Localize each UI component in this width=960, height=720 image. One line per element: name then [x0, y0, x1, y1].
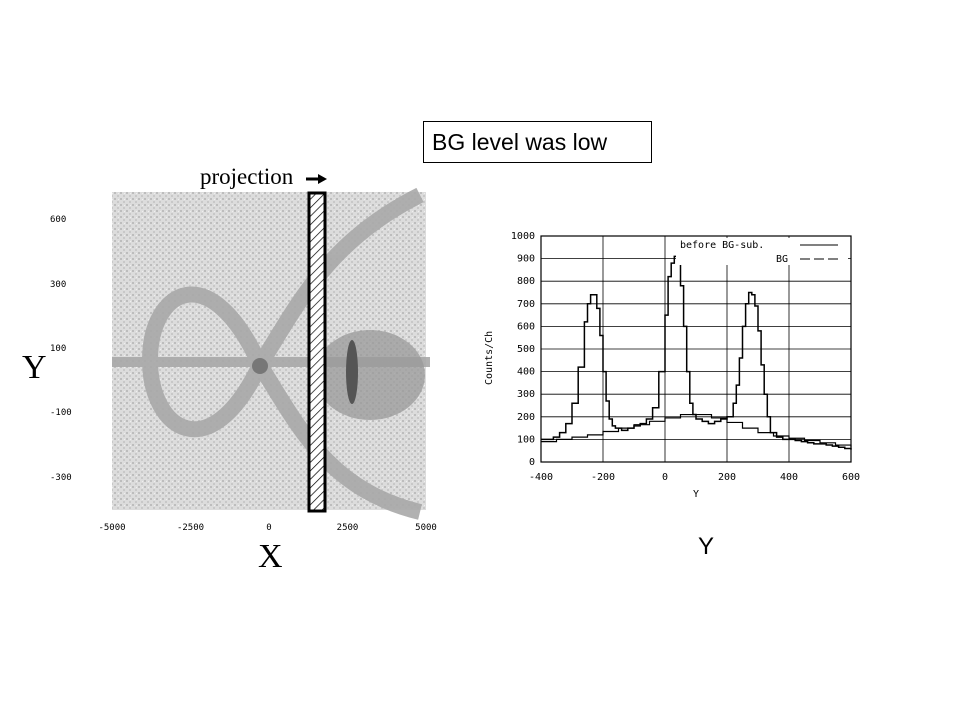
left-y-tick-label: -100 — [50, 408, 72, 418]
series-before-bg-sub-line — [541, 255, 852, 450]
y-tick-label: 1000 — [511, 231, 535, 242]
left-y-axis-label: Y — [22, 349, 47, 386]
left-x-ticks: -5000 -2500 0 2500 5000 — [98, 523, 436, 533]
left-x-axis-label: X — [258, 538, 283, 575]
x-tick-label: 600 — [842, 472, 860, 483]
x-tick-label: -200 — [591, 472, 615, 483]
y-tick-label: 100 — [517, 434, 535, 445]
bottom-axis-label: Y — [698, 533, 715, 560]
x-tick-label: 200 — [718, 472, 736, 483]
left-x-tick-label: 2500 — [337, 523, 359, 533]
y-tick-label: 900 — [517, 254, 535, 265]
left-y-tick-label: -300 — [50, 473, 72, 483]
y-tick-label: 500 — [517, 344, 535, 355]
y-tick-label: 200 — [517, 412, 535, 423]
legend-label-bg: BG — [776, 254, 788, 265]
left-y-tick-label: 600 — [50, 215, 66, 225]
x-tick-label: -400 — [529, 472, 553, 483]
line-chart-y-axis-label: Counts/Ch — [484, 331, 495, 385]
left-x-tick-label: 0 — [266, 523, 271, 533]
density-core — [252, 330, 425, 420]
line-chart-legend: before BG-sub. BG — [676, 238, 848, 265]
projection-arrow-icon — [306, 174, 327, 184]
legend-label-before: before BG-sub. — [680, 240, 764, 251]
left-x-tick-label: 5000 — [415, 523, 437, 533]
y-tick-label: 600 — [517, 321, 535, 332]
callout-box: BG level was low — [423, 121, 652, 163]
series-bg-line — [541, 413, 852, 448]
line-chart-x-ticks: -400 -200 0 200 400 600 — [529, 472, 860, 483]
y-tick-label: 0 — [529, 457, 535, 468]
callout-text: BG level was low — [432, 129, 608, 155]
y-tick-label: 700 — [517, 299, 535, 310]
projection-band — [307, 191, 327, 513]
left-x-tick-label: -5000 — [98, 523, 125, 533]
projection-label: projection — [200, 164, 294, 189]
y-tick-label: 400 — [517, 367, 535, 378]
line-chart-series — [541, 255, 852, 450]
y-tick-label: 300 — [517, 389, 535, 400]
line-chart-x-axis-label: Y — [693, 489, 699, 500]
left-y-tick-label: 300 — [50, 280, 66, 290]
left-x-tick-label: -2500 — [177, 523, 204, 533]
line-chart-y-ticks: 0 100 200 300 400 500 600 700 800 900 1000 — [511, 231, 535, 468]
x-tick-label: 400 — [780, 472, 798, 483]
left-y-tick-label: 100 — [50, 344, 66, 354]
left-y-ticks: 600 300 100 -100 -300 — [50, 215, 72, 483]
x-tick-label: 0 — [662, 472, 668, 483]
y-tick-label: 800 — [517, 276, 535, 287]
